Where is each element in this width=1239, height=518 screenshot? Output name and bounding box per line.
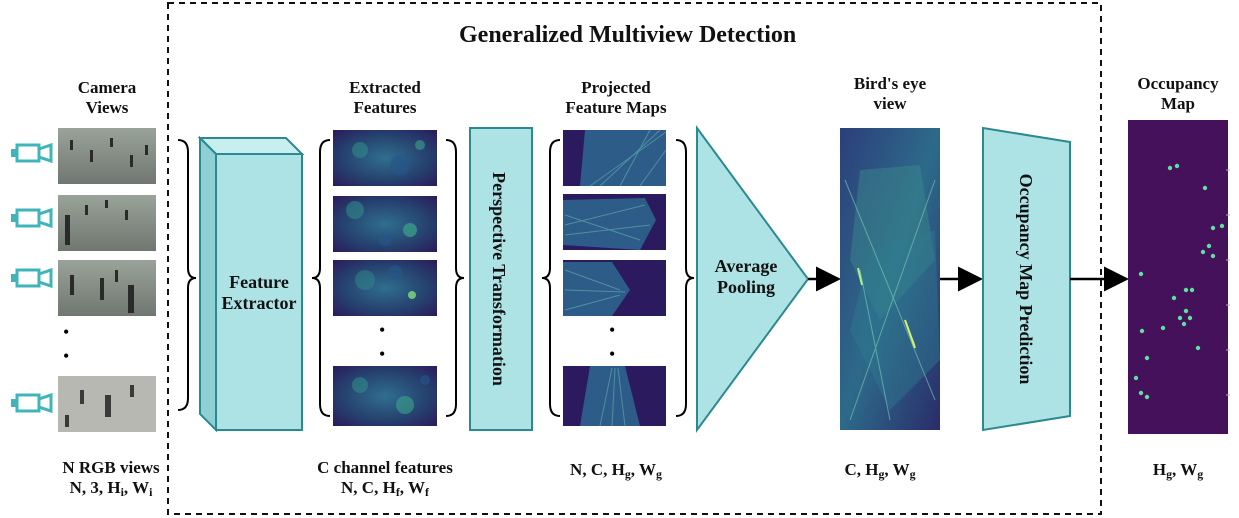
average-pooling-label-line1: Average [714, 256, 778, 276]
diagram-title: Generalized Multiview Detection [459, 22, 797, 48]
camera-views-heading-line1: Camera [77, 78, 137, 97]
birds-eye-view-heading-line2: view [873, 93, 907, 113]
feature-extractor-block [197, 135, 305, 433]
perspective-transformation-label: Perspective Transformation [489, 172, 509, 386]
average-pooling-label-line2: Pooling [716, 276, 775, 297]
projected-feature-map [563, 194, 666, 250]
projected-feature-map [563, 129, 667, 187]
projected-ellipsis: • [609, 320, 615, 340]
left-brace [541, 139, 561, 417]
extracted-feature-map [333, 196, 437, 252]
extracted-features-dimensions-line1: C channel features [317, 458, 453, 477]
extracted-feature-map [333, 260, 437, 316]
extracted-features-heading: Extracted Features [335, 78, 435, 117]
occupancy-map-prediction-label: Occupancy Map Prediction [1016, 174, 1036, 385]
generalized-frame [167, 2, 1102, 515]
camera-icon [11, 267, 53, 289]
extracted-ellipsis: • [379, 320, 385, 340]
projected-feature-maps-heading: Projected Feature Maps [556, 78, 676, 117]
camera-views-dimensions-line1: N RGB views [62, 458, 160, 477]
occupancy-map-heading-line2: Map [1161, 93, 1195, 113]
average-pooling-block [696, 124, 810, 434]
extracted-ellipsis: • [379, 344, 385, 364]
left-brace [311, 139, 331, 417]
occupancy-map-heading-line1: Occupancy [1137, 74, 1219, 93]
extracted-features-heading-line1: Extracted [349, 78, 421, 97]
camera-ellipsis: • [63, 346, 69, 366]
occupancy-map-heading: Occupancy Map [1128, 74, 1228, 113]
projected-feature-map [563, 260, 666, 316]
extracted-features-dimensions-line2: N, C, Hf, Wf [341, 477, 429, 499]
extracted-feature-map [333, 366, 437, 426]
extracted-features-heading-line2: Features [353, 97, 417, 117]
camera-views-heading: Camera Views [66, 78, 148, 117]
extracted-feature-map [333, 130, 437, 186]
camera-views-heading-line2: Views [85, 97, 129, 117]
camera-icon [11, 207, 53, 229]
feature-extractor-label-line1: Feature [229, 272, 289, 292]
perspective-transformation-block [469, 127, 533, 431]
projected-feature-map [563, 366, 666, 427]
birds-eye-view-map [840, 128, 940, 430]
birds-eye-view-heading: Bird's eye view [830, 74, 950, 113]
extracted-features-dimensions: C channel features N, C, Hf, Wf [300, 458, 470, 499]
right-brace [177, 139, 197, 411]
camera-view-photo [58, 195, 156, 251]
birds-eye-view-heading-line1: Bird's eye [853, 74, 927, 93]
occupancy-map [1128, 120, 1230, 434]
birds-eye-view-dimensions: C, Hg, Wg [844, 460, 916, 481]
camera-ellipsis: • [63, 322, 69, 342]
projected-ellipsis: • [609, 344, 615, 364]
occupancy-map-prediction-block [982, 126, 1071, 432]
camera-icon [11, 142, 53, 164]
projected-feature-maps-heading-line1: Projected [581, 78, 651, 97]
camera-view-photo [58, 128, 156, 184]
projected-feature-maps-dimensions: N, C, Hg, Wg [570, 460, 662, 481]
right-brace [675, 139, 695, 417]
camera-views-dimensions: N RGB views N, 3, Hi, Wi [46, 458, 176, 499]
camera-icon [11, 392, 53, 414]
camera-view-photo [58, 376, 156, 432]
projected-feature-maps-heading-line2: Feature Maps [565, 97, 667, 117]
occupancy-map-dimensions: Hg, Wg [1152, 460, 1204, 481]
camera-views-dimensions-line2: N, 3, Hi, Wi [69, 477, 153, 499]
feature-extractor-label-line2: Extractor [221, 292, 297, 313]
feature-extractor-label: Feature Extractor [216, 272, 302, 313]
right-brace [445, 139, 465, 417]
camera-view-photo [58, 260, 156, 316]
average-pooling-label: Average Pooling [700, 256, 792, 297]
